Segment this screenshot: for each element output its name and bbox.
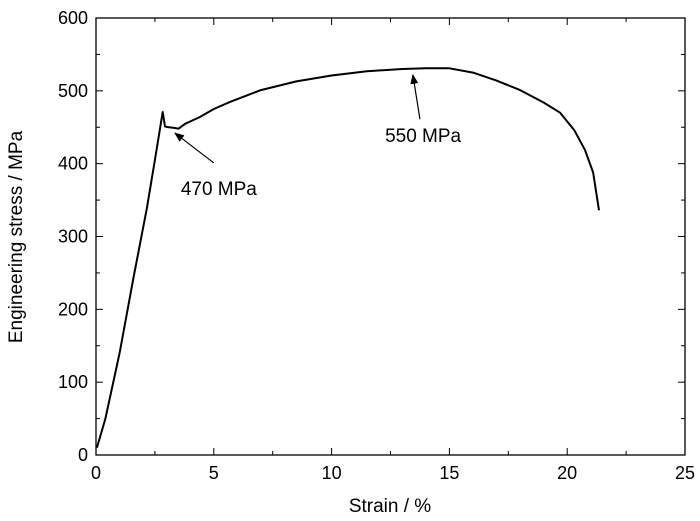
y-tick-label: 300 [58,227,88,247]
x-axis-label: Strain / % [349,496,431,517]
y-tick-label: 100 [58,372,88,392]
plot-frame [95,17,686,456]
stress-strain-curve [95,67,600,448]
annotation-label: 470 MPa [181,179,257,200]
x-tick-label: 15 [439,463,459,483]
x-tick-label: 10 [322,463,342,483]
y-tick-label: 400 [58,154,88,174]
annotation-arrow [174,132,215,164]
y-axis-label: Engineering stress / MPa [6,130,27,343]
x-tick-label: 25 [675,463,695,483]
y-tick-label: 200 [58,299,88,319]
x-tick-label: 20 [557,463,577,483]
x-tick-label: 5 [209,463,219,483]
annotation-arrow [410,73,421,120]
y-tick-label: 500 [58,81,88,101]
annotation-label: 550 MPa [385,126,461,147]
x-tick-label: 0 [91,463,101,483]
y-tick-label: 0 [78,445,88,465]
y-tick-label: 600 [58,8,88,28]
